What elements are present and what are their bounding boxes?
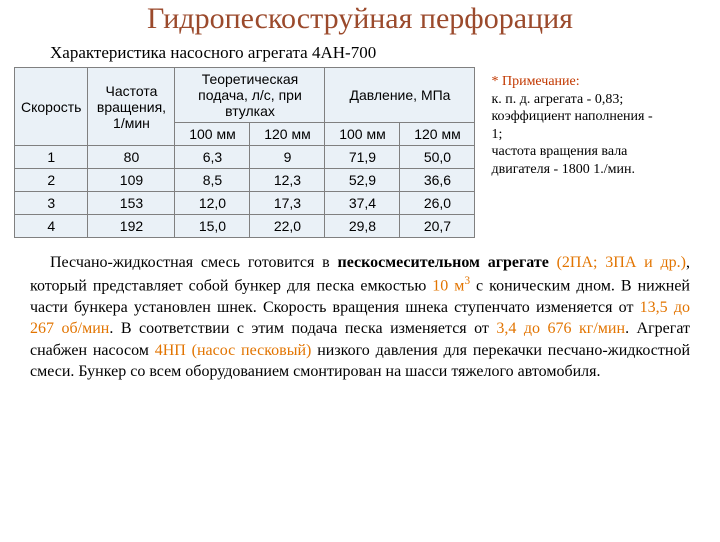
cell-p120: 26,0	[400, 192, 475, 215]
cell-f120: 17,3	[250, 192, 325, 215]
th-pressure-120: 120 мм	[400, 123, 475, 146]
table-row: 4 192 15,0 22,0 29,8 20,7	[15, 215, 475, 238]
cell-f120: 12,3	[250, 169, 325, 192]
cell-f120: 9	[250, 146, 325, 169]
cell-f120: 22,0	[250, 215, 325, 238]
pump-spec-table: Скорость Частота вращения, 1/мин Теорети…	[14, 67, 475, 238]
text-orange: (	[549, 254, 562, 271]
text-orange: 2ПА; 3ПА и др.	[562, 254, 681, 271]
body-paragraph: Песчано-жидкостная смесь готовится в пес…	[30, 252, 690, 383]
table-row: 1 80 6,3 9 71,9 50,0	[15, 146, 475, 169]
table-caption: Характеристика насосного агрегата 4АН-70…	[50, 43, 720, 63]
cell-f100: 6,3	[175, 146, 250, 169]
th-feed: Теоретическая подача, л/с, при втулках	[175, 68, 325, 123]
text-bold: пескосмесительном агрегате	[337, 254, 548, 271]
cell-freq: 153	[88, 192, 175, 215]
cell-n: 1	[15, 146, 88, 169]
th-feed-120: 120 мм	[250, 123, 325, 146]
note-line: к. п. д. агрегата - 0,83;	[491, 92, 623, 107]
th-feed-100: 100 мм	[175, 123, 250, 146]
cell-f100: 15,0	[175, 215, 250, 238]
cell-n: 3	[15, 192, 88, 215]
table-row: 2 109 8,5 12,3 52,9 36,6	[15, 169, 475, 192]
note-line: коэффициент наполнения - 1;	[491, 109, 652, 142]
cell-p100: 71,9	[325, 146, 400, 169]
page-title: Гидропескоструйная перфорация	[0, 2, 720, 35]
cell-p100: 52,9	[325, 169, 400, 192]
cell-p120: 20,7	[400, 215, 475, 238]
cell-n: 2	[15, 169, 88, 192]
th-pressure-100: 100 мм	[325, 123, 400, 146]
cell-n: 4	[15, 215, 88, 238]
cell-f100: 12,0	[175, 192, 250, 215]
th-speed: Скорость	[15, 68, 88, 146]
text-orange: 4НП (насос песковый)	[155, 342, 312, 359]
text: Песчано-жидкостная смесь готовится в	[50, 254, 337, 271]
cell-freq: 80	[88, 146, 175, 169]
note-line: частота вращения вала двигателя - 1800 1…	[491, 144, 634, 177]
th-frequency: Частота вращения, 1/мин	[88, 68, 175, 146]
table-row: 3 153 12,0 17,3 37,4 26,0	[15, 192, 475, 215]
table-footnote: * Примечание: к. п. д. агрегата - 0,83; …	[491, 73, 661, 178]
cell-p120: 36,6	[400, 169, 475, 192]
cell-f100: 8,5	[175, 169, 250, 192]
cell-freq: 109	[88, 169, 175, 192]
text-orange: 10 м	[432, 277, 464, 294]
text: . В соответствии с этим подача песка изм…	[109, 320, 496, 337]
cell-freq: 192	[88, 215, 175, 238]
cell-p120: 50,0	[400, 146, 475, 169]
cell-p100: 37,4	[325, 192, 400, 215]
note-star: * Примечание:	[491, 74, 579, 89]
cell-p100: 29,8	[325, 215, 400, 238]
th-pressure: Давление, МПа	[325, 68, 475, 123]
text-orange: 3,4 до 676 кг/мин	[496, 320, 625, 337]
